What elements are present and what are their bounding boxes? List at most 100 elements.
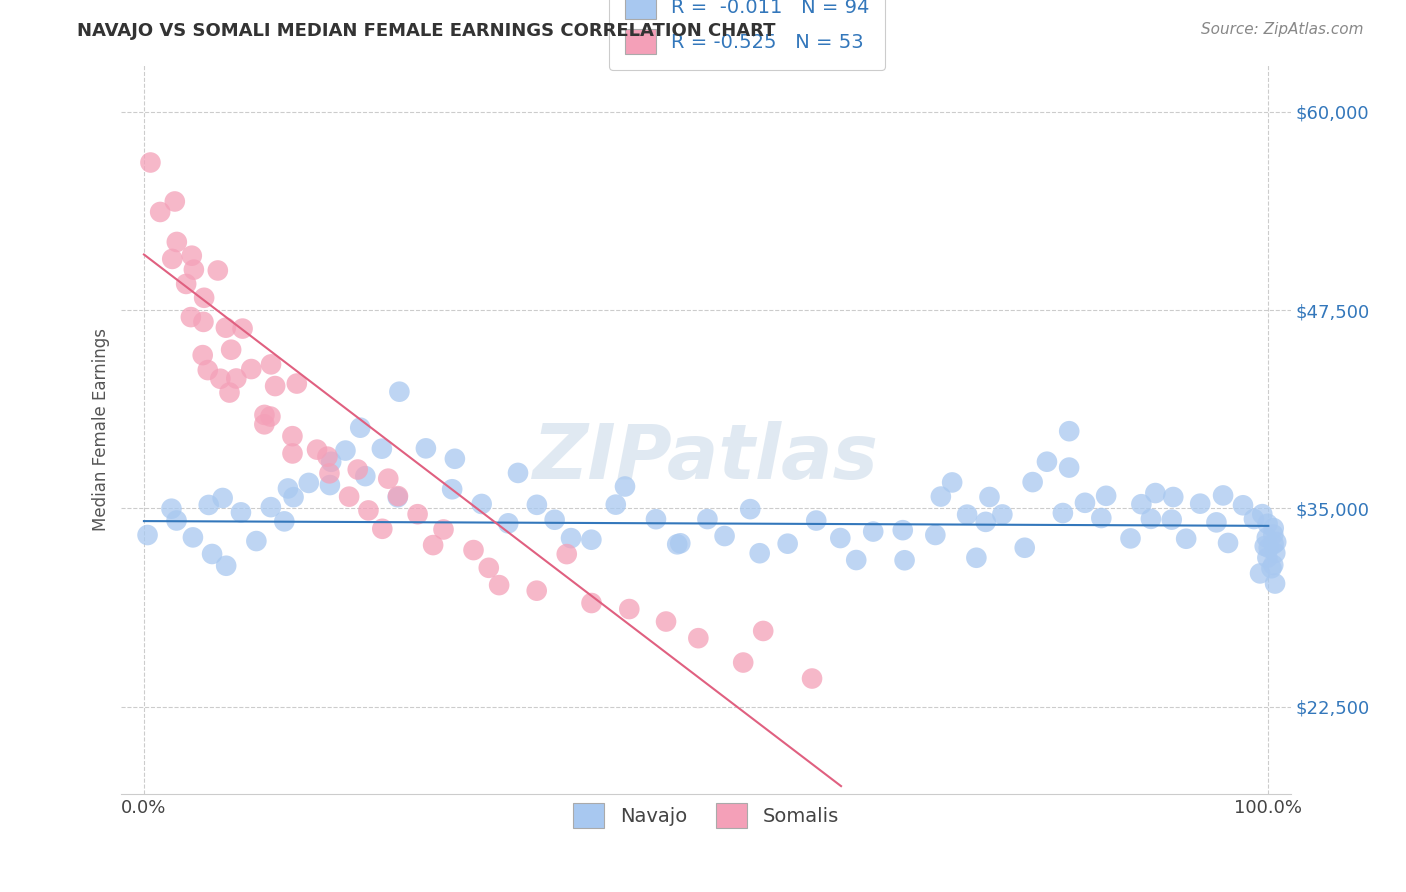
Point — [387, 489, 409, 503]
Point — [1256, 550, 1278, 565]
Point — [891, 523, 914, 537]
Point — [526, 583, 548, 598]
Point — [619, 602, 641, 616]
Point — [713, 529, 735, 543]
Point — [335, 443, 357, 458]
Point — [422, 538, 444, 552]
Point — [371, 522, 394, 536]
Point — [193, 315, 215, 329]
Point — [830, 531, 852, 545]
Point — [1263, 521, 1285, 535]
Point — [956, 508, 979, 522]
Point — [1260, 561, 1282, 575]
Point — [555, 547, 578, 561]
Point — [1014, 541, 1036, 555]
Point — [1144, 486, 1167, 500]
Text: Source: ZipAtlas.com: Source: ZipAtlas.com — [1201, 22, 1364, 37]
Point — [645, 512, 668, 526]
Point — [281, 429, 304, 443]
Point — [321, 455, 343, 469]
Point — [1249, 566, 1271, 581]
Point — [406, 507, 429, 521]
Point — [253, 417, 276, 432]
Point — [160, 501, 183, 516]
Point — [209, 372, 232, 386]
Point — [149, 205, 172, 219]
Point — [1205, 516, 1227, 530]
Point — [1189, 497, 1212, 511]
Point — [139, 155, 162, 169]
Point — [862, 524, 884, 539]
Point — [1256, 531, 1278, 545]
Point — [669, 536, 692, 550]
Point — [581, 596, 603, 610]
Point — [259, 409, 281, 424]
Point — [277, 482, 299, 496]
Point — [346, 462, 368, 476]
Point — [733, 656, 755, 670]
Point — [941, 475, 963, 490]
Point — [1175, 532, 1198, 546]
Point — [1130, 497, 1153, 511]
Point — [218, 385, 240, 400]
Point — [543, 513, 565, 527]
Point — [432, 523, 454, 537]
Point — [666, 537, 689, 551]
Point — [688, 631, 710, 645]
Point — [801, 672, 824, 686]
Point — [211, 491, 233, 505]
Point — [371, 442, 394, 456]
Point — [471, 497, 494, 511]
Point — [605, 498, 627, 512]
Point — [1095, 489, 1118, 503]
Point — [1057, 460, 1080, 475]
Point — [1265, 535, 1288, 549]
Point — [219, 343, 242, 357]
Point — [253, 408, 276, 422]
Point — [979, 490, 1001, 504]
Point — [965, 550, 987, 565]
Point — [740, 502, 762, 516]
Point — [298, 475, 321, 490]
Point — [174, 277, 197, 291]
Point — [1232, 498, 1254, 512]
Point — [1263, 558, 1285, 572]
Point — [193, 291, 215, 305]
Point — [1036, 455, 1059, 469]
Point — [283, 490, 305, 504]
Point — [166, 235, 188, 249]
Point — [229, 505, 252, 519]
Point — [974, 515, 997, 529]
Point — [215, 558, 238, 573]
Point — [281, 446, 304, 460]
Point — [478, 561, 501, 575]
Point — [581, 533, 603, 547]
Point — [197, 363, 219, 377]
Point — [180, 310, 202, 324]
Point — [991, 508, 1014, 522]
Point — [357, 503, 380, 517]
Legend: Navajo, Somalis: Navajo, Somalis — [565, 795, 846, 836]
Point — [1264, 576, 1286, 591]
Point — [1254, 539, 1277, 553]
Point — [215, 320, 238, 334]
Text: NAVAJO VS SOMALI MEDIAN FEMALE EARNINGS CORRELATION CHART: NAVAJO VS SOMALI MEDIAN FEMALE EARNINGS … — [77, 22, 776, 40]
Point — [260, 500, 283, 515]
Point — [1257, 541, 1279, 555]
Point — [614, 479, 637, 493]
Point — [245, 534, 267, 549]
Point — [319, 478, 342, 492]
Point — [191, 348, 214, 362]
Point — [1119, 532, 1142, 546]
Point — [1140, 512, 1163, 526]
Point — [225, 371, 247, 385]
Point — [415, 442, 437, 456]
Point — [696, 512, 718, 526]
Point — [441, 482, 464, 496]
Point — [1251, 507, 1274, 521]
Point — [163, 194, 186, 209]
Point — [526, 498, 548, 512]
Point — [1263, 527, 1285, 541]
Point — [560, 531, 582, 545]
Point — [1264, 546, 1286, 560]
